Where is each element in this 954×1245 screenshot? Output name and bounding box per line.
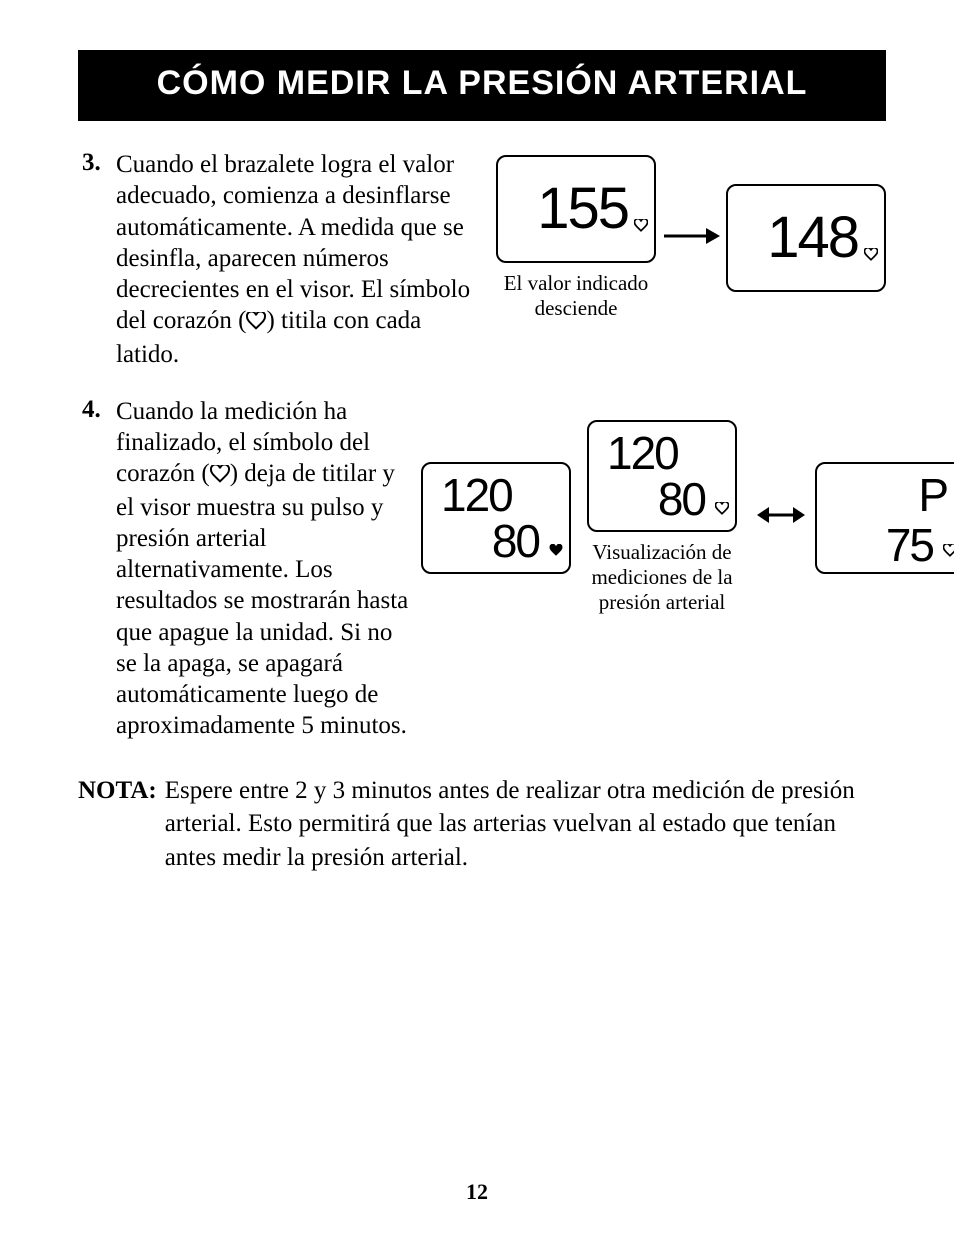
heart-icon — [943, 544, 954, 562]
arrow-right-icon — [662, 224, 720, 253]
lcd-value-top: 120 — [597, 430, 678, 476]
heart-icon — [549, 544, 563, 562]
step-number: 3. — [78, 149, 116, 370]
lcd-display: P 75 — [815, 462, 954, 574]
heart-icon — [864, 208, 878, 275]
figure-4: 120 80 120 80 Visualización de medicione — [421, 420, 954, 616]
arrow-both-icon — [757, 503, 805, 532]
step-3-text: Cuando el brazalete logra el valor adecu… — [116, 149, 486, 370]
lcd-value: 148 — [767, 209, 876, 267]
lcd-display: 148 — [726, 184, 886, 292]
note-label: NOTA: — [78, 774, 163, 875]
note-block: NOTA: Espere entre 2 y 3 minutos antes d… — [78, 774, 886, 875]
heart-icon — [634, 179, 648, 246]
figure-caption: El valor indicado desciende — [496, 271, 656, 321]
step-4-text: Cuando la medición ha finalizado, el sím… — [116, 396, 413, 742]
lcd-display: 120 80 — [587, 420, 737, 532]
page-number: 12 — [0, 1179, 954, 1205]
heart-icon — [246, 307, 266, 338]
step-number: 4. — [78, 396, 116, 742]
figure-3: 155 El valor indicado desciende 148 — [496, 155, 886, 321]
page: CÓMO MEDIR LA PRESIÓN ARTERIAL 3. Cuando… — [0, 0, 954, 1245]
heart-icon — [210, 460, 230, 491]
lcd-display: 120 80 — [421, 462, 571, 574]
figure-caption: Visualización de mediciones de la presió… — [577, 540, 747, 616]
lcd-value-top: 120 — [431, 472, 512, 518]
step-4-text-b: ) deja de titilar y el visor muestra su … — [116, 460, 408, 739]
page-title: CÓMO MEDIR LA PRESIÓN ARTERIAL — [78, 50, 886, 121]
lcd-p-label: P — [918, 468, 954, 522]
heart-icon — [715, 502, 729, 520]
lcd-display: 155 — [496, 155, 656, 263]
step-3-row: 3. Cuando el brazalete logra el valor ad… — [78, 149, 886, 396]
step-4-row: 4. Cuando la medición ha finalizado, el … — [78, 396, 886, 768]
lcd-value: 155 — [537, 180, 646, 238]
note-text: Espere entre 2 y 3 minutos antes de real… — [163, 774, 886, 875]
